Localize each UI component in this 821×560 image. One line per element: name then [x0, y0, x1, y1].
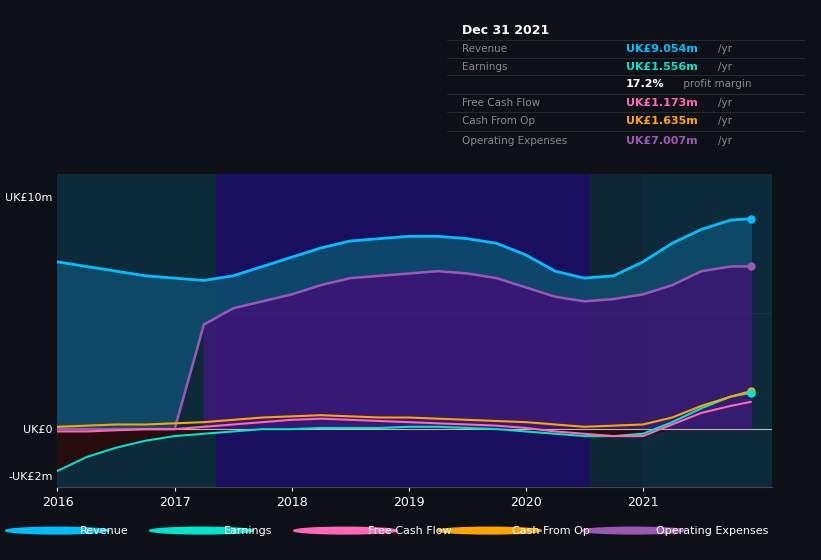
Text: /yr: /yr — [718, 44, 732, 54]
Text: Free Cash Flow: Free Cash Flow — [461, 98, 540, 108]
Circle shape — [582, 528, 686, 534]
Text: Operating Expenses: Operating Expenses — [461, 136, 567, 146]
Text: 17.2%: 17.2% — [626, 80, 665, 90]
Text: UK£1.556m: UK£1.556m — [626, 62, 698, 72]
Circle shape — [149, 528, 253, 534]
Text: UK£1.635m: UK£1.635m — [626, 116, 698, 127]
Circle shape — [294, 528, 397, 534]
Text: UK£1.173m: UK£1.173m — [626, 98, 698, 108]
Text: Cash From Op: Cash From Op — [511, 526, 589, 535]
Text: Free Cash Flow: Free Cash Flow — [368, 526, 452, 535]
Text: /yr: /yr — [718, 62, 732, 72]
Text: /yr: /yr — [718, 116, 732, 127]
Circle shape — [6, 528, 109, 534]
Text: Earnings: Earnings — [223, 526, 272, 535]
Circle shape — [438, 528, 541, 534]
Text: profit margin: profit margin — [680, 80, 751, 90]
Text: Cash From Op: Cash From Op — [461, 116, 534, 127]
Text: UK£9.054m: UK£9.054m — [626, 44, 698, 54]
Text: Revenue: Revenue — [80, 526, 128, 535]
Bar — [590, 174, 643, 487]
Text: /yr: /yr — [718, 136, 732, 146]
Text: Operating Expenses: Operating Expenses — [656, 526, 768, 535]
Text: Dec 31 2021: Dec 31 2021 — [461, 24, 549, 37]
Text: /yr: /yr — [718, 98, 732, 108]
Bar — [57, 174, 216, 487]
Text: UK£7.007m: UK£7.007m — [626, 136, 698, 146]
Text: Revenue: Revenue — [461, 44, 507, 54]
Bar — [643, 174, 772, 487]
Text: Earnings: Earnings — [461, 62, 507, 72]
Bar — [216, 174, 590, 487]
